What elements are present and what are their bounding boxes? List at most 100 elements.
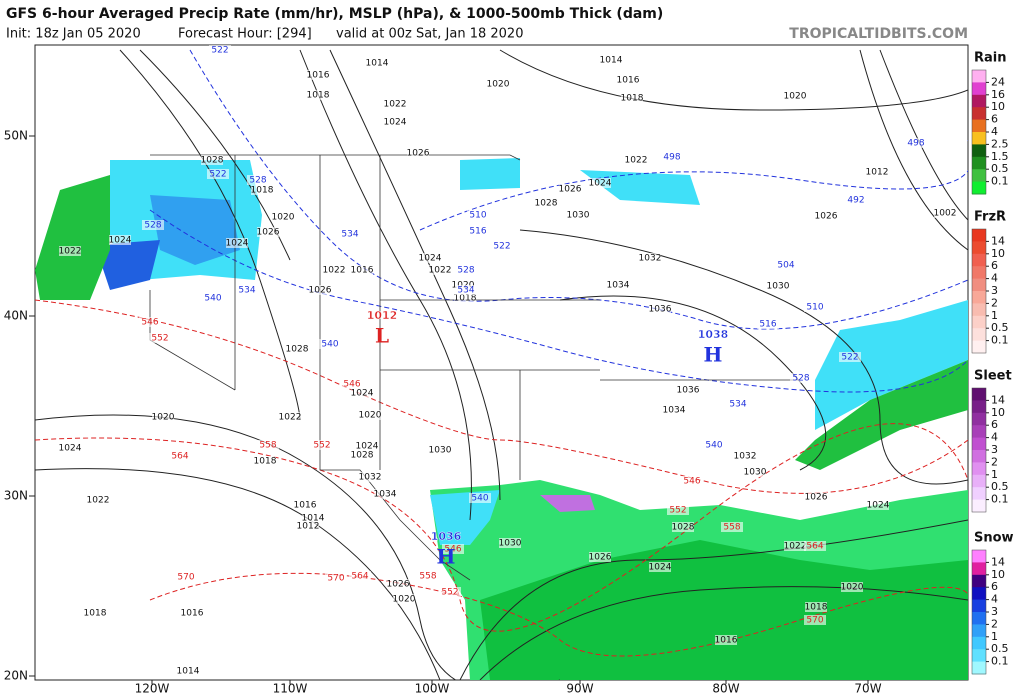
valid-time: valid at 00z Sat, Jan 18 2020 [336,27,523,42]
snow-area [150,195,240,265]
legend-tick-label: 0.1 [991,493,1009,506]
center-value: 1012 [367,309,398,322]
label-bg [257,440,279,450]
label-bg [152,412,174,422]
label-bg [744,467,766,477]
thickness-label: 510 [806,303,823,313]
legend-tick-label: 0.1 [991,175,1009,188]
thickness-label: 504 [777,261,794,271]
color-swatch [972,144,986,158]
label-bg [589,552,611,562]
isobar-label: 1024 [59,444,82,454]
legend-tick-label: 6 [991,580,998,593]
color-swatch [972,315,986,329]
isobar-label: 1034 [374,490,397,500]
state-line [149,155,381,470]
legend-tick-label: 0.1 [991,655,1009,668]
lat-label: 50N [4,129,28,143]
warm-thickness-label: 552 [151,334,168,344]
thickness-line [149,209,968,393]
label-bg [374,489,396,499]
isobar-label: 1030 [499,539,522,549]
thickness-label: 540 [471,494,488,504]
label-bg [934,208,956,218]
isobar-label: 1020 [487,80,510,90]
label-bg [567,210,589,220]
legend-tick-label: 14 [991,393,1005,406]
thickness-line [419,140,968,231]
label-bg [384,99,406,109]
color-swatch [972,425,986,439]
isobar-label: 1016 [181,609,204,619]
label-bg [487,79,509,89]
legend-tick-label: 0.5 [991,162,1009,175]
isobar-label: 1022 [87,496,110,506]
isobar-label: 1030 [744,468,767,478]
label-bg [325,573,347,583]
label-bg [339,229,361,239]
center-symbol: L [375,324,389,348]
isobar-label: 1020 [393,595,416,605]
label-bg [727,399,749,409]
legend-tick-label: 14 [991,555,1005,568]
thickness-label: 522 [209,170,226,180]
lat-label: 40N [4,309,28,323]
label-bg [302,513,324,523]
legend-tick-label: 0.5 [991,321,1009,334]
label-bg [767,281,789,291]
lon-label: 70W [854,682,881,696]
label-bg [845,195,867,205]
label-bg [715,635,737,645]
isobar-label: 1002 [934,209,957,219]
lat-label: 20N [4,669,28,683]
color-swatch [972,328,986,342]
thickness-label: 516 [469,227,486,237]
legend-tick-label: 0.5 [991,642,1009,655]
contour-labels: 1014 1016 1018 1022 1024 1026 1020 1014 1016 1018… [59,45,957,677]
label-bg [535,198,557,208]
label-bg [309,285,331,295]
isobar-label: 1022 [323,266,346,276]
isobar-label: 1022 [384,100,407,110]
color-swatch [972,437,986,451]
label-bg [607,280,629,290]
thickness-label: 498 [907,139,924,149]
label-bg [207,169,229,179]
legend-tick-label: 6 [991,113,998,126]
isobar-label: 1024 [867,501,890,511]
label-bg [841,582,863,592]
border [320,469,471,581]
label-bg [201,155,223,165]
isobar-label: 1020 [841,583,864,593]
isobar-label: 1024 [351,389,374,399]
color-swatch [972,70,986,83]
label-bg [349,571,371,581]
thickness-label: 522 [493,242,510,252]
title: GFS 6-hour Averaged Precip Rate (mm/hr),… [6,6,663,22]
label-bg [815,211,837,221]
border [150,154,521,161]
color-swatch [972,181,986,195]
isobar-label: 1018 [454,294,477,304]
legend-tick-label: 10 [991,100,1005,113]
isobar-label: 1026 [559,185,582,195]
label-bg [681,476,703,486]
thickness-label: 534 [457,286,474,296]
color-swatch [972,278,986,292]
isobar-label: 1024 [419,254,442,264]
center-value: 1036 [431,530,462,543]
color-swatch [972,462,986,476]
isobar-label: 1016 [715,636,738,646]
label-bg [757,319,779,329]
label-bg [359,472,381,482]
label-bg [703,440,725,450]
label-bg [499,538,521,548]
color-swatch [972,550,986,563]
isobar-label: 1026 [815,212,838,222]
isobar-label: 1030 [429,446,452,456]
label-bg [649,304,671,314]
color-swatch [972,649,986,663]
legend-tick-label: 4 [991,272,998,285]
label-bg [467,210,489,220]
legend-title: Snow [974,531,1014,546]
